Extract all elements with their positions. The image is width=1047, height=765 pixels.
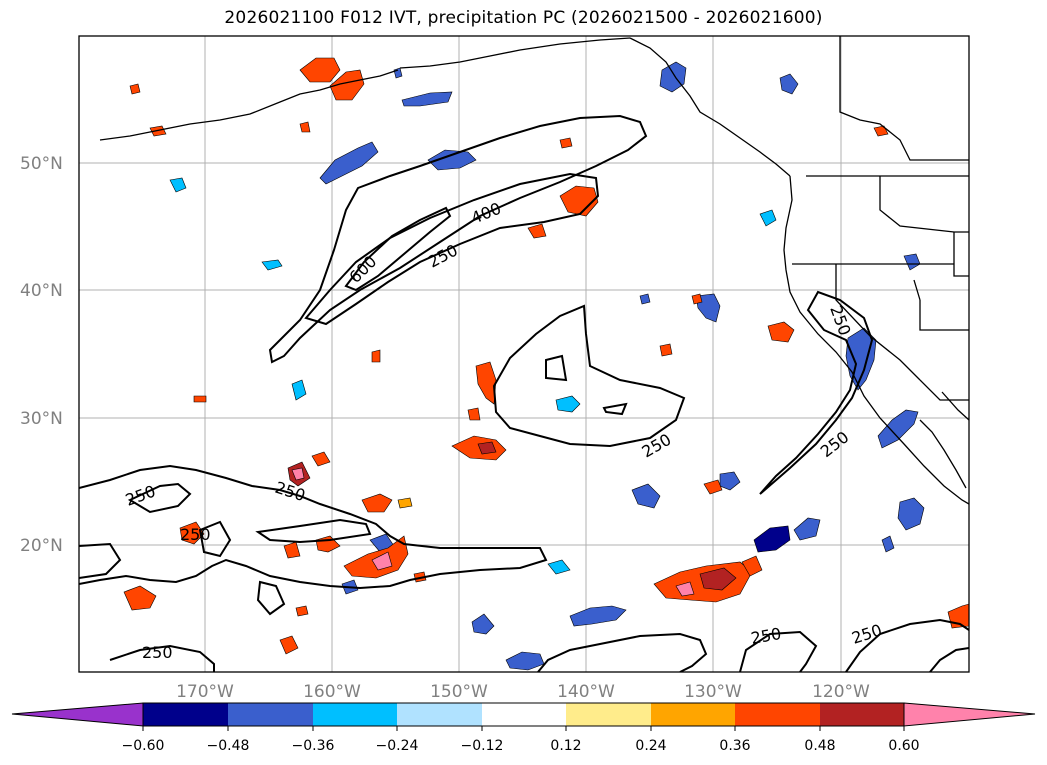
- colorbar-extend-low: [11, 702, 144, 727]
- colorbar-segment: [143, 703, 228, 726]
- map-title: 2026021100 F012 IVT, precipitation PC (2…: [224, 8, 823, 28]
- colorbar: −0.60 −0.48 −0.36 −0.24 −0.12 0.12 0.24 …: [11, 702, 1036, 754]
- colorbar-tick-label: 0.24: [635, 738, 666, 754]
- colorbar-tick-label: 0.12: [550, 738, 581, 754]
- colorbar-segment: [482, 703, 566, 726]
- colorbar-tick-label: −0.24: [376, 738, 419, 754]
- lat-label-30n: 30°N: [20, 409, 63, 429]
- lon-label-160w: 160°W: [303, 682, 361, 702]
- latitude-labels: 50°N 40°N 30°N 20°N: [20, 154, 63, 556]
- colorbar-segment: [651, 703, 735, 726]
- colorbar-tick-label: −0.48: [207, 738, 250, 754]
- coastlines: [99, 36, 969, 505]
- contour-label-250: 250: [142, 643, 173, 662]
- lon-label-120w: 120°W: [812, 682, 870, 702]
- longitude-labels: 170°W 160°W 150°W 140°W 130°W 120°W: [176, 682, 870, 702]
- plot-frame: [78, 35, 970, 673]
- colorbar-tick-label: 0.36: [719, 738, 750, 754]
- colorbar-segment: [820, 703, 904, 726]
- colorbar-segment: [228, 703, 313, 726]
- colorbar-segment: [397, 703, 482, 726]
- colorbar-tick-label: 0.60: [888, 738, 919, 754]
- colorbar-extend-high: [903, 702, 1036, 727]
- lon-label-150w: 150°W: [430, 682, 488, 702]
- lat-label-40n: 40°N: [20, 281, 63, 301]
- lon-label-170w: 170°W: [176, 682, 234, 702]
- lon-label-140w: 140°W: [557, 682, 615, 702]
- ivt-contours: [79, 114, 969, 672]
- lat-label-50n: 50°N: [20, 154, 63, 174]
- colorbar-tick-label: −0.60: [122, 738, 165, 754]
- colorbar-segment: [313, 703, 397, 726]
- lon-label-130w: 130°W: [684, 682, 742, 702]
- colorbar-segment: [735, 703, 820, 726]
- colorbar-tick-label: −0.12: [461, 738, 504, 754]
- colorbar-segment: [566, 703, 651, 726]
- colorbar-tick-label: 0.48: [804, 738, 835, 754]
- colorbar-tick-label: −0.36: [292, 738, 335, 754]
- colorbar-ticks: [142, 726, 905, 731]
- lat-label-20n: 20°N: [20, 536, 63, 556]
- colorbar-frame: [142, 702, 905, 727]
- contour-label-250: 250: [180, 525, 211, 544]
